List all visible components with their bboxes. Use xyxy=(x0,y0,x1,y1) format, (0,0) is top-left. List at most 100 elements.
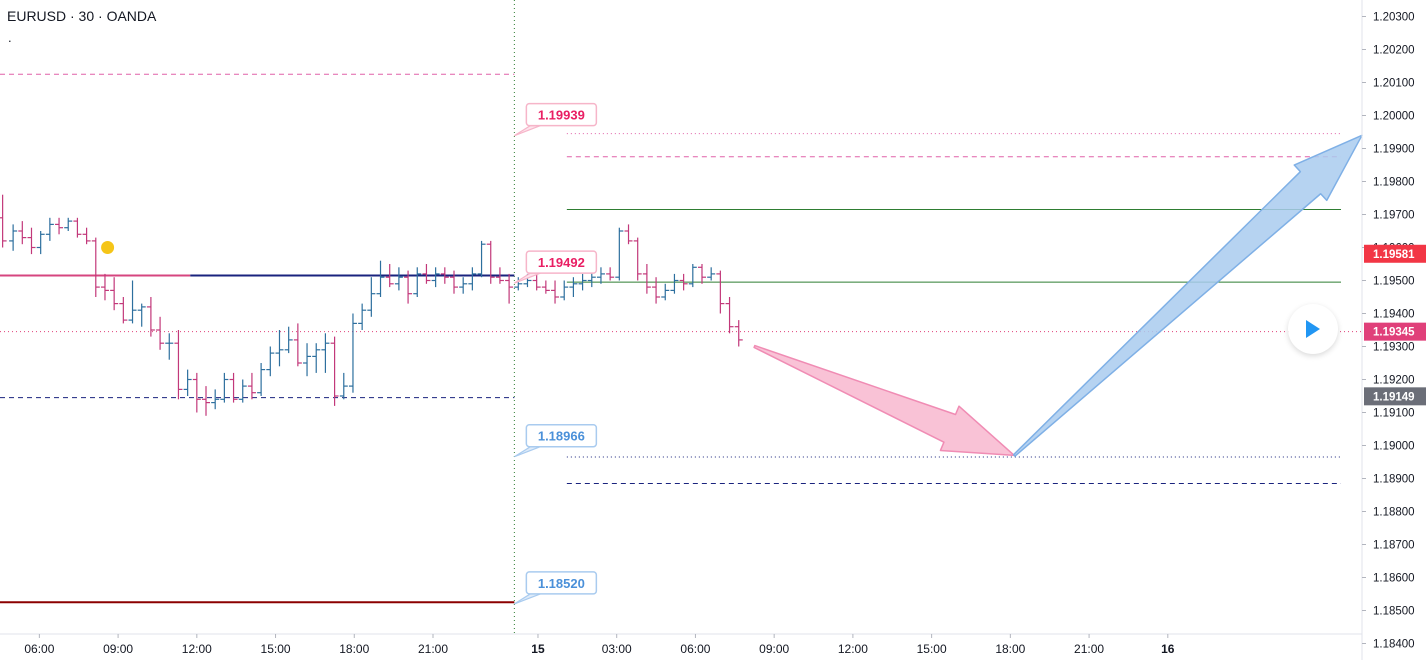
ohlc-bar xyxy=(339,372,348,400)
time-axis-label: 09:00 xyxy=(759,642,789,656)
time-axis-label: 12:00 xyxy=(838,642,868,656)
ohlc-bar xyxy=(725,297,734,334)
price-badge-label: 1.19345 xyxy=(1373,327,1415,339)
ohlc-bar xyxy=(27,227,36,255)
ohlc-bar xyxy=(348,313,357,393)
ohlc-bar xyxy=(688,264,697,288)
ohlc-bar xyxy=(670,273,679,294)
ohlc-bar xyxy=(578,273,587,291)
callout-pointer xyxy=(514,593,541,605)
ohlc-bar xyxy=(376,260,385,297)
ohlc-bar xyxy=(358,303,367,330)
ohlc-bar xyxy=(183,369,192,396)
ohlc-bar xyxy=(385,264,394,288)
price-axis-label: 1.20200 xyxy=(1373,45,1415,57)
price-axis-label: 1.19200 xyxy=(1373,375,1415,387)
price-axis-label: 1.20300 xyxy=(1373,12,1415,24)
replay-button[interactable] xyxy=(1288,304,1338,354)
time-axis-label: 12:00 xyxy=(182,642,212,656)
price-axis-label: 1.19900 xyxy=(1373,144,1415,156)
ohlc-bar xyxy=(615,227,624,281)
ohlc-bar xyxy=(156,316,165,350)
price-axis-label: 1.19800 xyxy=(1373,177,1415,189)
ohlc-bar xyxy=(505,273,514,304)
projection-arrow-down-projection xyxy=(753,344,1016,457)
price-axis-label: 1.19300 xyxy=(1373,342,1415,354)
ohlc-bar xyxy=(284,326,293,354)
price-axis-label: 1.19700 xyxy=(1373,210,1415,222)
ohlc-bar xyxy=(459,277,468,294)
callout-pointer xyxy=(514,125,541,137)
ohlc-bar xyxy=(91,237,100,297)
ohlc-bar xyxy=(514,277,523,291)
callout-box xyxy=(525,571,598,595)
callout-label: 1.19939 xyxy=(538,108,585,123)
time-axis-label: 15:00 xyxy=(917,642,947,656)
ohlc-bar xyxy=(82,227,91,245)
ohlc-bar xyxy=(220,372,229,403)
callout-box xyxy=(525,423,598,448)
ohlc-bar xyxy=(100,273,109,301)
ohlc-bar xyxy=(431,267,440,288)
price-badge-label: 1.19581 xyxy=(1373,249,1415,261)
indicator-placeholder: . xyxy=(8,30,12,45)
chart-symbol-title: EURUSD · 30 · OANDA xyxy=(7,8,157,24)
time-axis-label: 15:00 xyxy=(261,642,291,656)
ohlc-bar xyxy=(652,277,661,304)
ohlc-bar xyxy=(9,224,18,251)
price-badge-label: 1.19149 xyxy=(1373,391,1415,403)
ohlc-bar xyxy=(697,264,706,284)
ohlc-bar xyxy=(450,270,458,294)
ohlc-bar xyxy=(211,389,220,410)
ohlc-bar xyxy=(202,386,211,416)
ohlc-bar xyxy=(422,264,431,284)
time-axis-label: 03:00 xyxy=(602,642,632,656)
play-icon xyxy=(1306,320,1320,338)
ohlc-bar xyxy=(321,333,330,373)
ohlc-bar xyxy=(551,280,560,304)
price-axis-label: 1.18600 xyxy=(1373,573,1415,585)
ohlc-bar xyxy=(468,267,477,291)
ohlc-bar xyxy=(596,267,605,284)
price-badge-1.19149: 1.19149 xyxy=(1364,387,1426,406)
ohlc-bar xyxy=(275,330,284,367)
ohlc-bar xyxy=(119,297,128,324)
ohlc-bar xyxy=(394,267,403,291)
price-badge-bg xyxy=(1364,387,1426,406)
time-axis-label: 16 xyxy=(1161,642,1175,656)
ohlc-bar xyxy=(257,363,266,396)
price-axis-label: 1.18400 xyxy=(1373,639,1415,651)
ohlc-bar xyxy=(174,330,183,400)
time-axis-label: 06:00 xyxy=(680,642,710,656)
ohlc-bar xyxy=(303,343,312,377)
time-axis-label: 06:00 xyxy=(24,642,54,656)
ohlc-bar xyxy=(192,372,201,413)
price-badge-bg xyxy=(1364,244,1426,263)
callout-label: 1.18966 xyxy=(538,429,585,444)
ohlc-bar xyxy=(440,267,449,284)
ohlc-bar xyxy=(486,240,495,284)
ohlc-bar xyxy=(45,217,54,241)
price-axis-label: 1.19000 xyxy=(1373,441,1415,453)
ohlc-bar xyxy=(624,224,633,245)
ohlc-bar xyxy=(312,343,321,373)
ohlc-bar xyxy=(64,217,73,231)
ohlc-bar xyxy=(679,273,688,291)
price-axis-label: 1.19100 xyxy=(1373,408,1415,420)
ohlc-bar xyxy=(165,333,174,360)
ohlc-bar xyxy=(541,280,550,294)
ohlc-bar xyxy=(707,267,716,281)
marker-dot xyxy=(101,241,115,254)
price-axis-label: 1.18500 xyxy=(1373,606,1415,618)
ohlc-bar xyxy=(73,217,82,238)
time-axis-label: 18:00 xyxy=(339,642,369,656)
ohlc-bar xyxy=(0,194,7,248)
ohlc-bar xyxy=(238,379,247,403)
callout-label: 1.18520 xyxy=(538,576,585,591)
price-axis-label: 1.18800 xyxy=(1373,507,1415,519)
ohlc-bar xyxy=(229,372,238,403)
price-axis-label: 1.19400 xyxy=(1373,309,1415,321)
ohlc-bar xyxy=(477,240,486,278)
ohlc-bar xyxy=(495,267,504,284)
